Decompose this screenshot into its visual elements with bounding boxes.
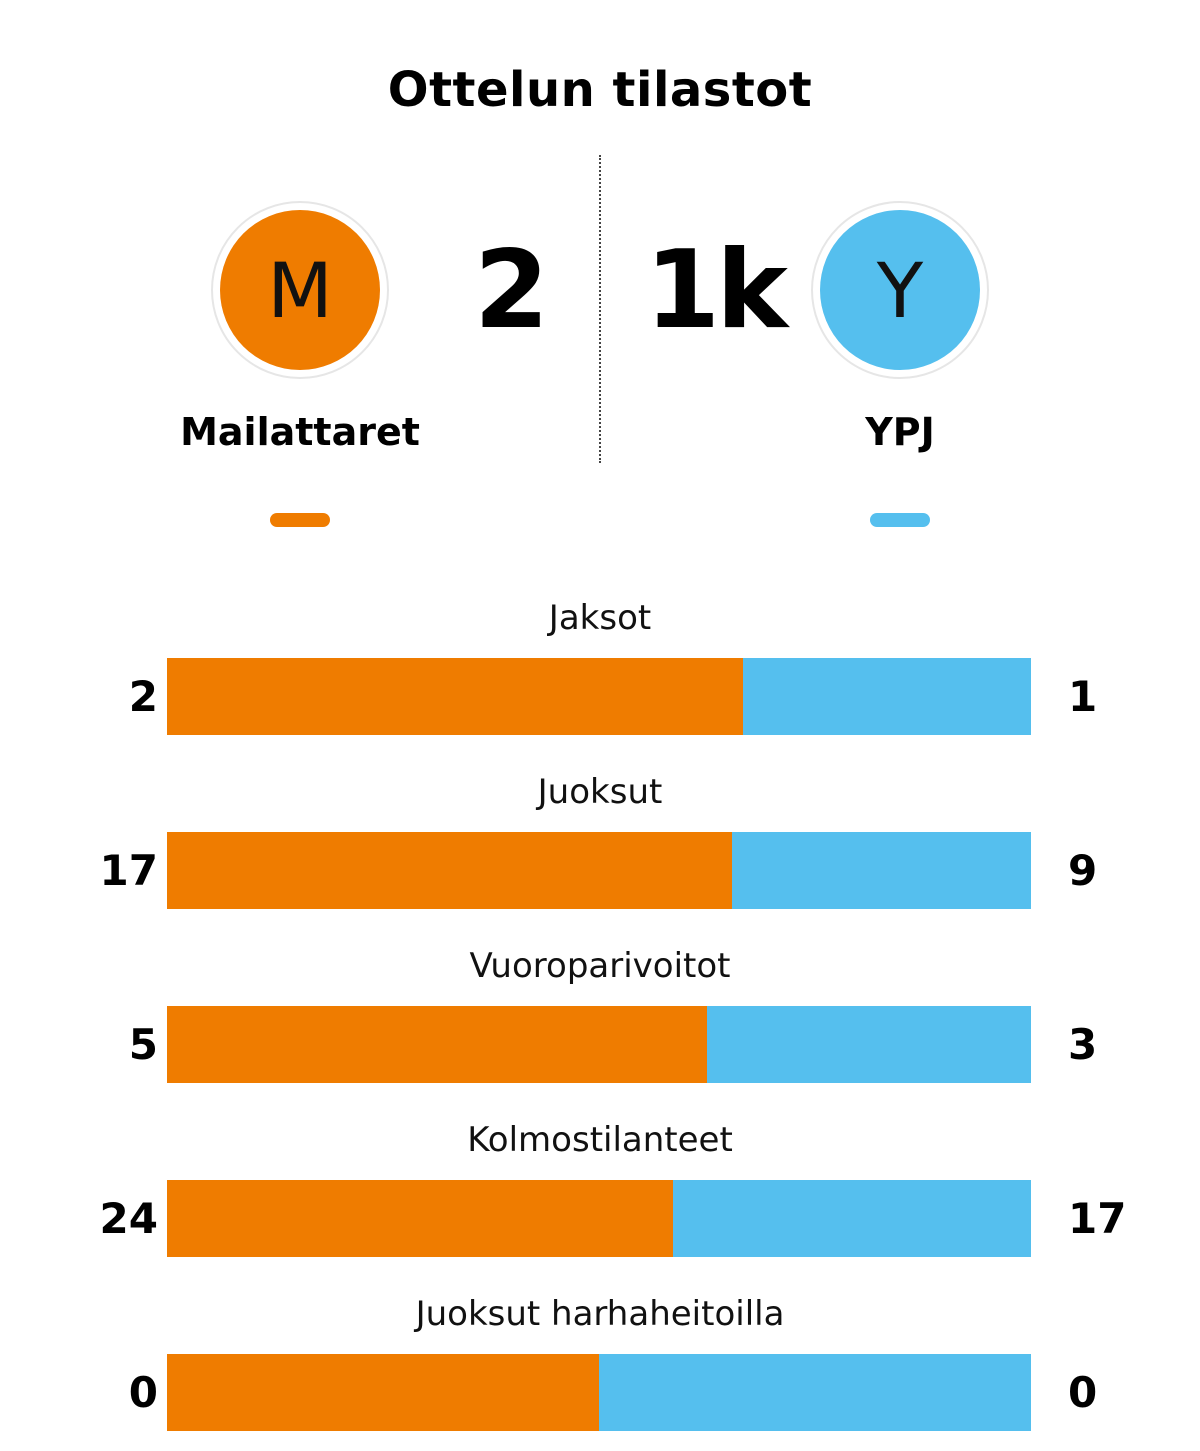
away-bar-segment	[672, 1180, 1031, 1257]
home-bar-segment	[167, 1180, 673, 1257]
home-team-initial: M	[267, 245, 333, 335]
away-stat-value: 9	[1068, 846, 1098, 895]
stat-label: Kolmostilanteet	[467, 1120, 733, 1160]
home-color-pill	[270, 513, 330, 527]
page-title: Ottelun tilastot	[387, 62, 813, 118]
home-stat-value: 5	[128, 1020, 158, 1069]
stat-bar	[167, 832, 1031, 909]
home-stat-value: 0	[128, 1368, 158, 1417]
stat-label: Vuoroparivoitot	[469, 946, 731, 986]
away-stat-value: 17	[1068, 1194, 1127, 1243]
home-bar-segment	[167, 1006, 707, 1083]
home-team-name: Mailattaret	[180, 410, 420, 454]
home-score: 2	[474, 228, 549, 353]
stat-label: Jaksot	[548, 598, 652, 638]
away-color-pill	[870, 513, 930, 527]
stat-bar	[167, 1180, 1031, 1257]
stat-label: Juoksut harhaheitoilla	[415, 1294, 785, 1334]
stat-bar	[167, 658, 1031, 735]
home-stat-value: 17	[99, 846, 158, 895]
away-team-name: YPJ	[865, 410, 935, 454]
home-bar-segment	[167, 1354, 599, 1431]
away-team-initial: Y	[876, 245, 924, 335]
away-team-avatar: Y	[820, 210, 980, 370]
away-stat-value: 1	[1068, 672, 1098, 721]
stat-label: Juoksut	[537, 772, 663, 812]
away-bar-segment	[707, 1006, 1031, 1083]
home-bar-segment	[167, 832, 732, 909]
home-stat-value: 2	[128, 672, 158, 721]
away-stat-value: 3	[1068, 1020, 1098, 1069]
home-stat-value: 24	[99, 1194, 158, 1243]
stat-bar	[167, 1354, 1031, 1431]
away-bar-segment	[599, 1354, 1031, 1431]
away-bar-segment	[731, 832, 1031, 909]
home-team-avatar: M	[220, 210, 380, 370]
away-bar-segment	[742, 658, 1031, 735]
away-score: 1k	[645, 228, 788, 353]
score-divider	[599, 155, 601, 463]
stat-bar	[167, 1006, 1031, 1083]
away-stat-value: 0	[1068, 1368, 1098, 1417]
home-bar-segment	[167, 658, 743, 735]
